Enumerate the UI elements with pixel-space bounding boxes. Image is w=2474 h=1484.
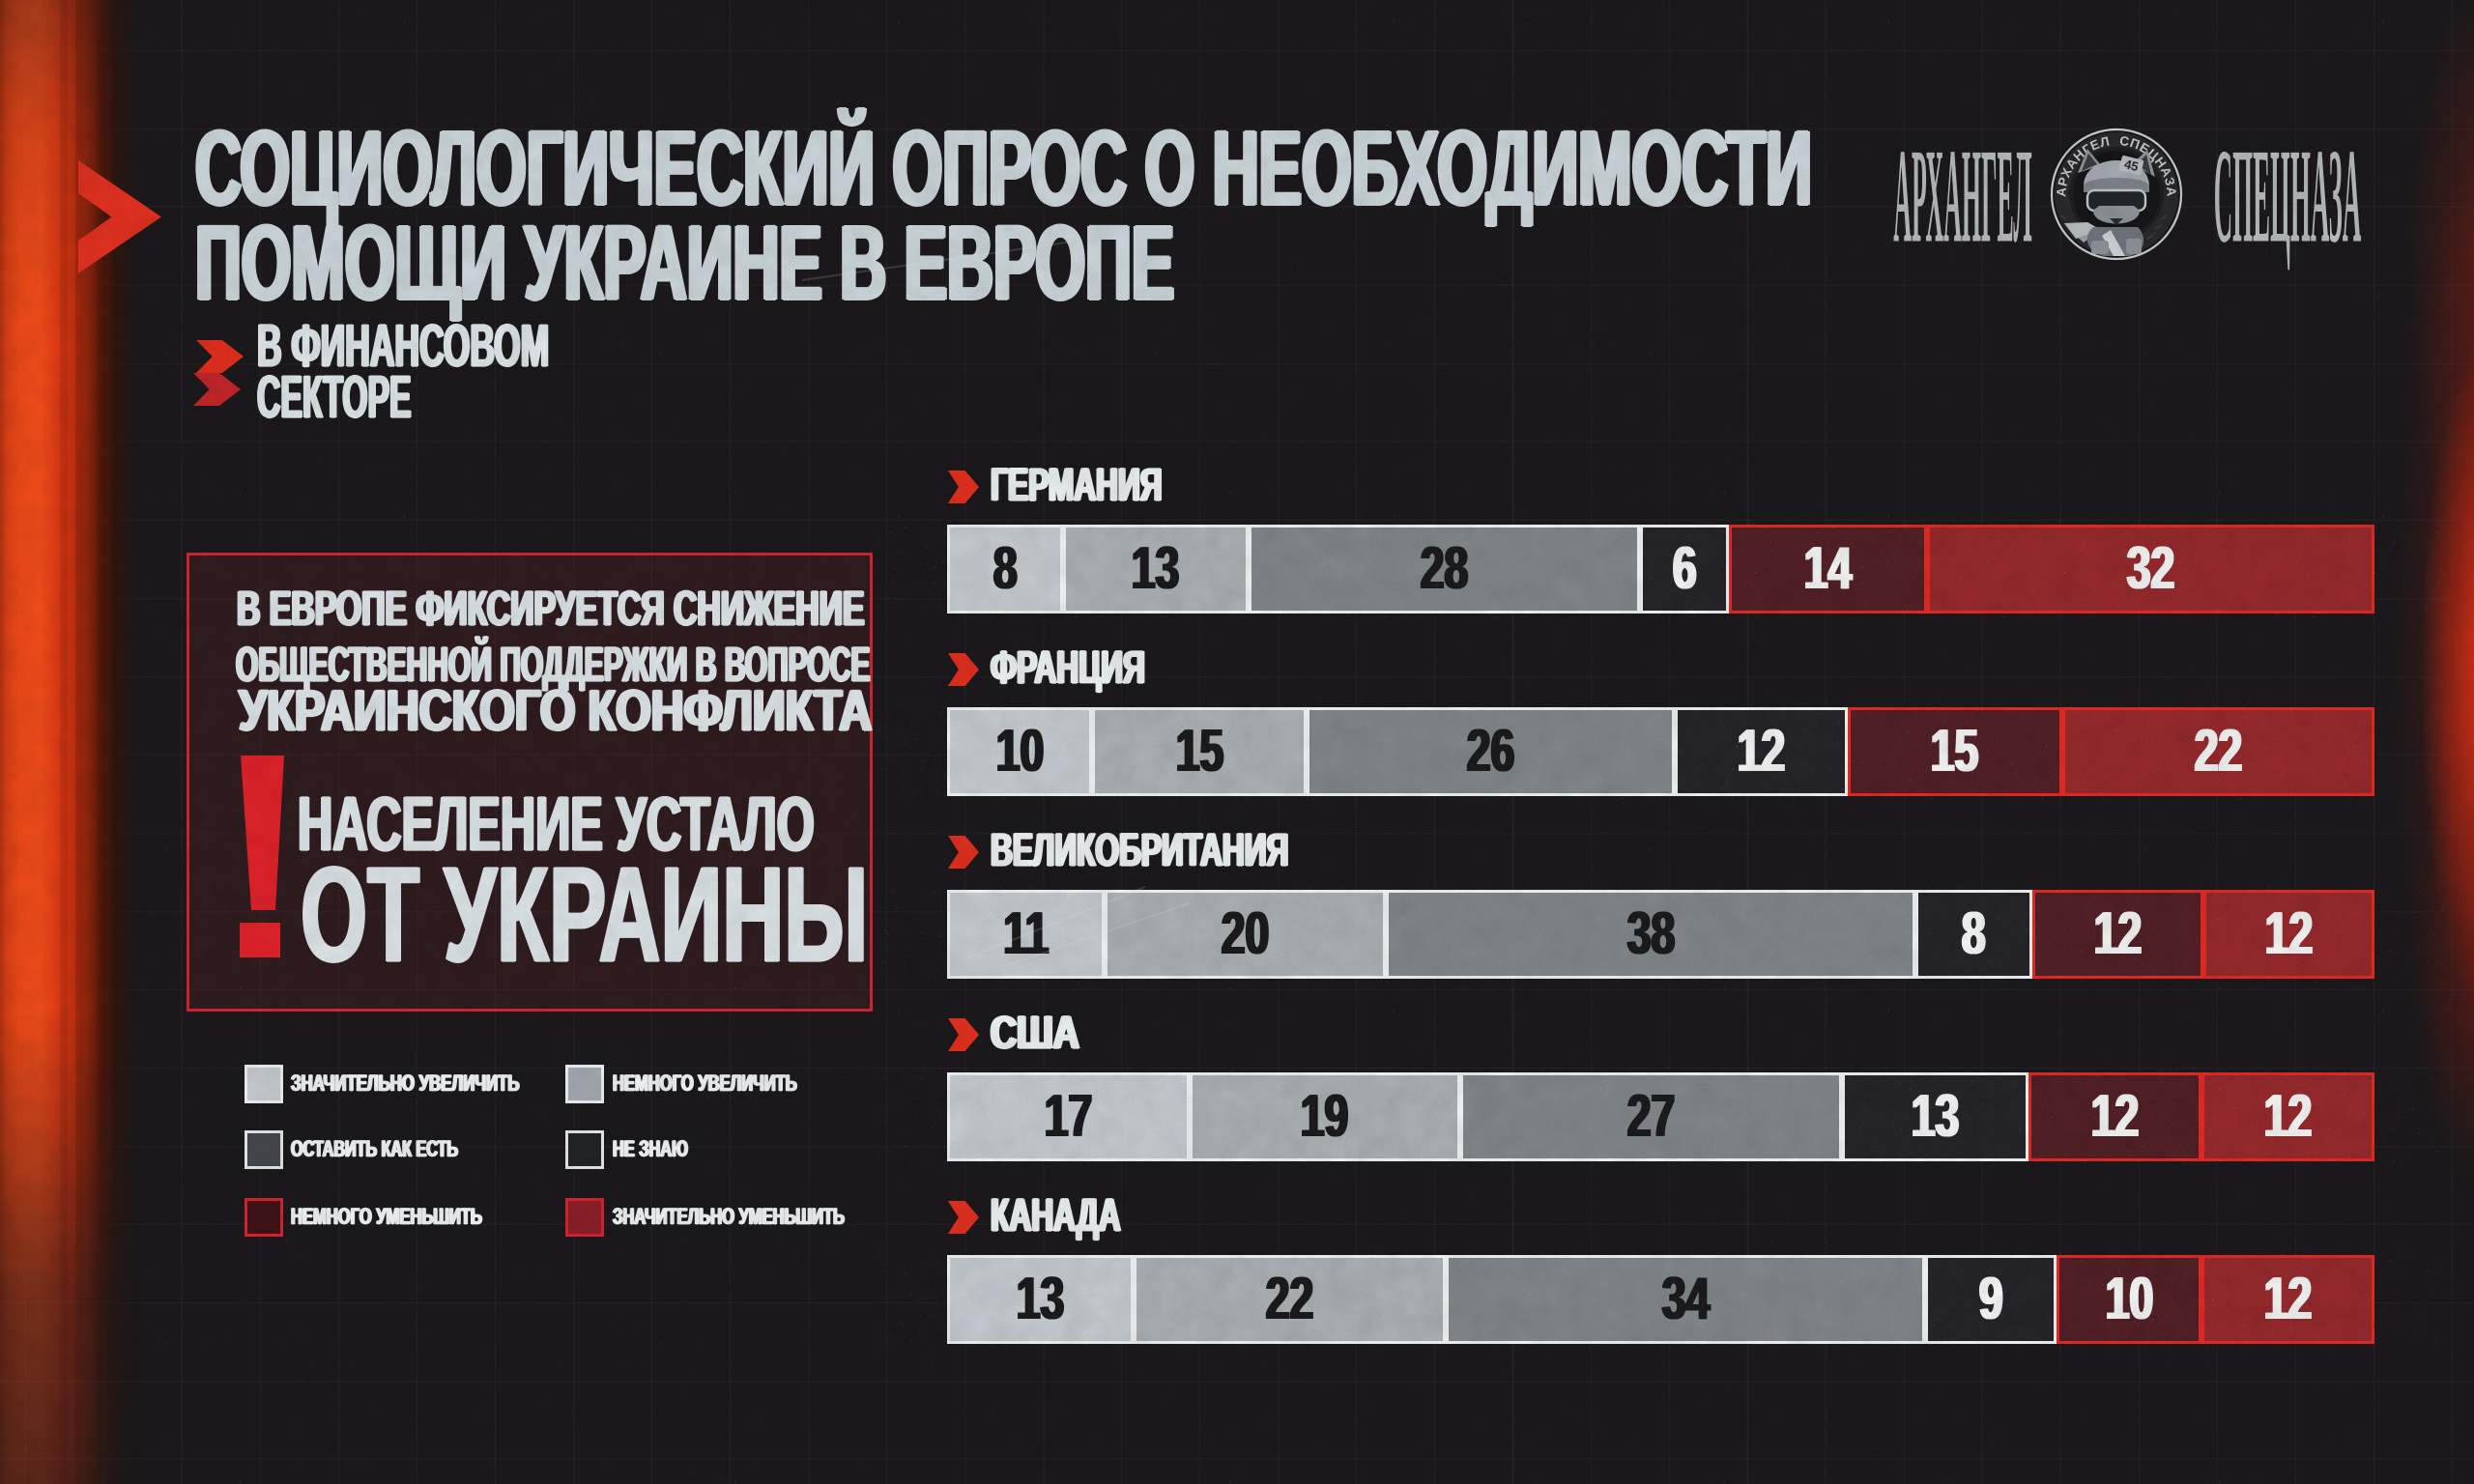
svg-text:СПЕЦНАЗА: СПЕЦНАЗА bbox=[2214, 122, 2362, 271]
svg-text:АРХАНГЕЛ: АРХАНГЕЛ bbox=[1893, 122, 2031, 271]
